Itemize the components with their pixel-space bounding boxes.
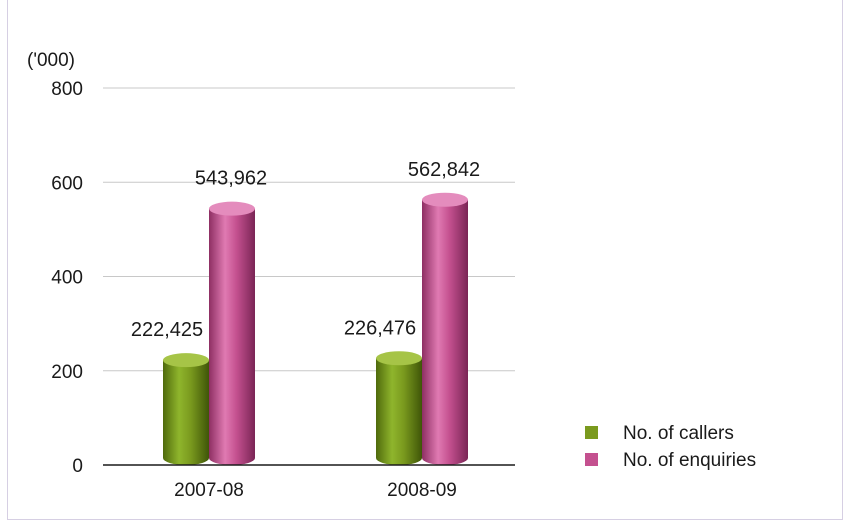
bar-top xyxy=(422,192,468,207)
bar-top xyxy=(376,351,422,366)
y-tick-label: 800 xyxy=(51,79,83,100)
data-label: 226,476 xyxy=(344,317,416,339)
data-labels: 222,425 543,962 226,476 562,842 xyxy=(131,159,480,341)
bar-body xyxy=(163,360,209,465)
legend: No. of callers No. of enquiries xyxy=(585,423,756,471)
data-label: 543,962 xyxy=(195,168,267,190)
bar-no-of-enquiries-2008-09 xyxy=(422,192,468,465)
y-tick-label: 200 xyxy=(51,362,83,383)
bar-body xyxy=(376,358,422,465)
bar-no-of-callers-2007-08 xyxy=(163,353,209,465)
bar-no-of-callers-2008-09 xyxy=(376,351,422,465)
bar-no-of-enquiries-2007-08 xyxy=(209,201,255,466)
bar-body xyxy=(422,199,468,465)
data-label: 222,425 xyxy=(131,319,203,341)
y-tick-label: 400 xyxy=(51,268,83,289)
bar-top xyxy=(163,353,209,368)
y-axis-ticks: 0 200 400 600 800 xyxy=(51,79,83,477)
x-tick-label: 2007-08 xyxy=(174,480,244,501)
legend-swatch xyxy=(585,453,598,466)
bars xyxy=(163,192,468,466)
bar-top xyxy=(209,201,255,216)
y-tick-label: 0 xyxy=(72,456,83,477)
legend-label: No. of enquiries xyxy=(623,450,756,471)
bar-body xyxy=(209,208,255,466)
legend-label: No. of callers xyxy=(623,423,734,444)
y-tick-label: 600 xyxy=(51,173,83,194)
y-axis-unit-label: ('000) xyxy=(27,50,75,71)
x-axis-ticks: 2007-08 2008-09 xyxy=(174,480,457,501)
legend-swatch xyxy=(585,426,598,439)
data-label: 562,842 xyxy=(408,159,480,181)
x-tick-label: 2008-09 xyxy=(387,480,457,501)
